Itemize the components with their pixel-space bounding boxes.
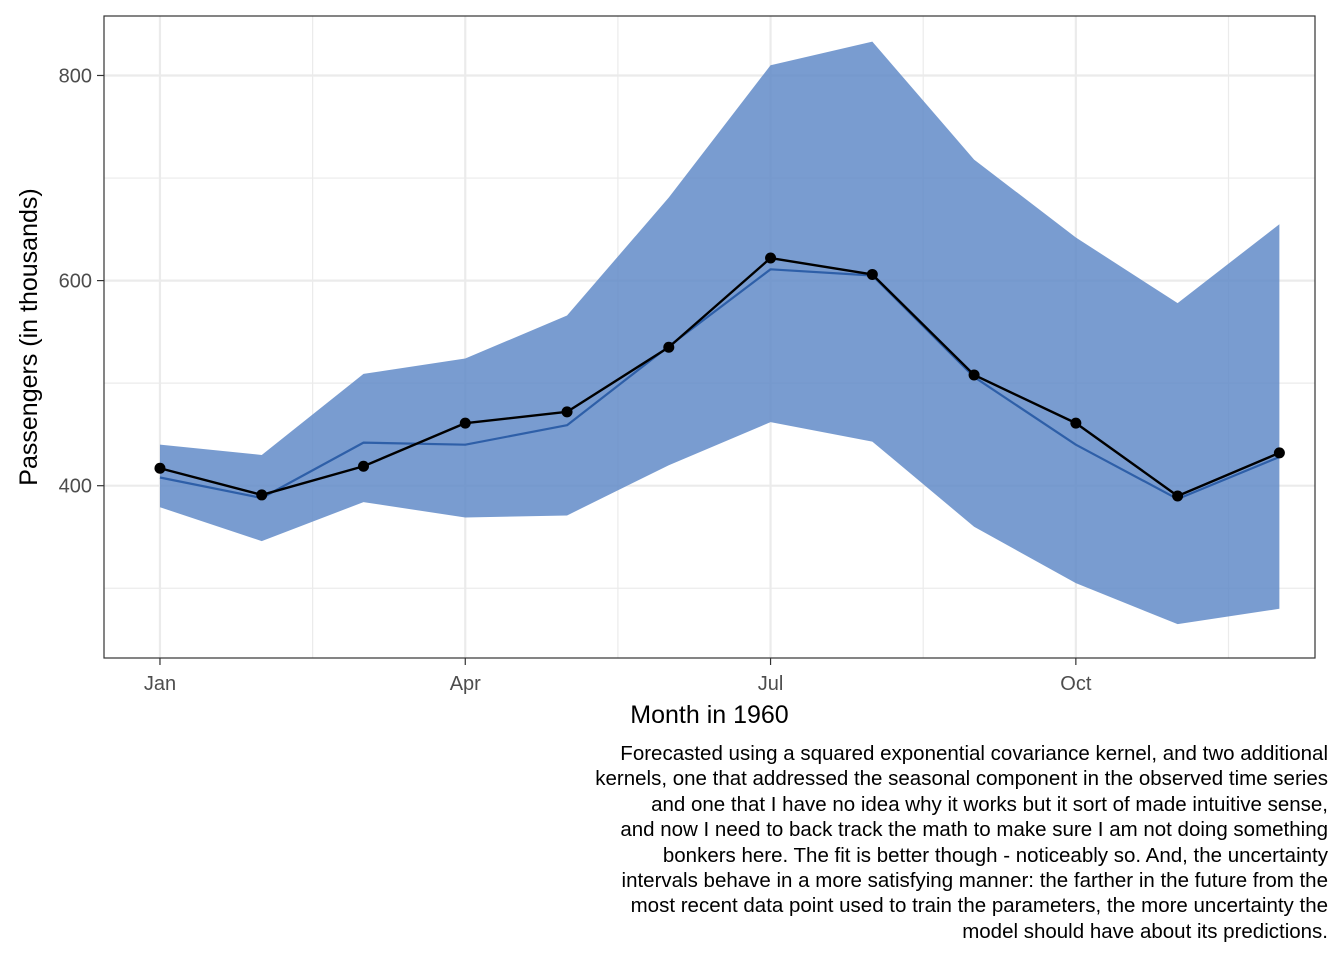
data-point xyxy=(663,341,675,353)
y-tick-label: 400 xyxy=(59,476,92,498)
x-tick-label: Jan xyxy=(144,673,176,695)
point-layer xyxy=(154,252,1285,502)
x-tick-label: Jul xyxy=(758,673,784,695)
data-point xyxy=(866,268,878,280)
caption-line: Forecasted using a squared exponential c… xyxy=(620,742,1328,765)
caption-line: kernels, one that addressed the seasonal… xyxy=(595,767,1328,791)
caption-line: and one that I have no idea why it works… xyxy=(651,792,1328,816)
data-point xyxy=(968,369,980,381)
caption-line: model should have about its predictions. xyxy=(962,919,1328,943)
fitted-line xyxy=(159,268,1280,501)
y-axis-title: Passengers (in thousands) xyxy=(15,188,43,485)
data-point xyxy=(358,460,369,472)
x-tick-label: Apr xyxy=(450,673,481,695)
data-point xyxy=(154,462,166,474)
y-tick-label: 600 xyxy=(59,271,92,293)
data-point xyxy=(459,417,471,429)
data-point xyxy=(1070,417,1082,429)
caption-line: bonkers here. The fit is better though -… xyxy=(662,843,1328,867)
caption-line: intervals behave in a more satisfying ma… xyxy=(621,869,1328,893)
uncertainty-ribbon-layer xyxy=(159,41,1280,625)
x-tick-label: Oct xyxy=(1060,673,1092,695)
axis-ticks xyxy=(97,74,1077,665)
caption-line: and now I need to back track the math to… xyxy=(620,818,1328,842)
x-axis-title: Month in 1960 xyxy=(630,701,788,729)
panel-border xyxy=(103,15,1316,659)
chart: Jan Apr Jul Oct 400 600 800 Month in 1960 Pas… xyxy=(15,15,1316,729)
data-point xyxy=(561,406,573,418)
observed-line xyxy=(159,256,1280,498)
data-point xyxy=(256,489,268,501)
y-tick-labels: 400 600 800 xyxy=(59,65,92,497)
caption-line: most recent data point used to train the… xyxy=(630,894,1328,918)
data-point xyxy=(1172,490,1184,502)
data-point xyxy=(765,252,777,264)
chart-caption: Forecasted using a squared exponential c… xyxy=(428,741,1328,944)
uncertainty-band xyxy=(159,41,1280,625)
line-layer xyxy=(159,256,1280,501)
x-tick-labels: Jan Apr Jul Oct xyxy=(144,673,1092,695)
y-tick-label: 800 xyxy=(59,65,92,87)
data-point xyxy=(1273,447,1285,459)
